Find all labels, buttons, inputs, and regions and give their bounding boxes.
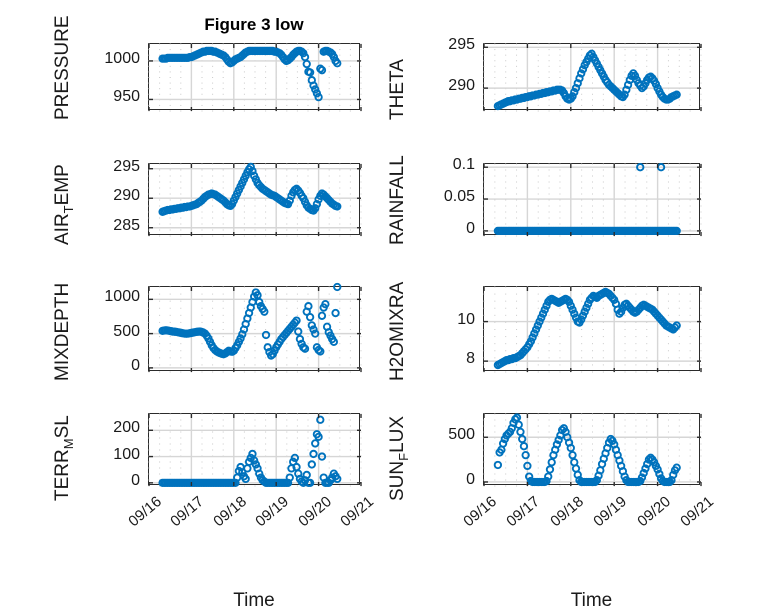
y-axis-label-h2omixra: H2OMIXRA — [387, 281, 408, 381]
plot-panel-pressure — [148, 43, 362, 112]
plot-panel-h2omixra — [483, 286, 702, 373]
x-tick-label-sun_flux-1: 09/17 — [503, 493, 544, 531]
x-tick-marks — [148, 414, 362, 486]
y-tick-label-mixdepth-0: 0 — [131, 356, 140, 374]
y-axis-label-sun_flux: SUNFLUX — [387, 415, 411, 501]
y-tick-label-h2omixra-1: 10 — [457, 310, 475, 328]
data-series-sun_flux — [493, 413, 681, 487]
plot-panel-sun_flux — [483, 413, 702, 487]
plot-panel-air_temp — [148, 162, 362, 237]
y-tick-label-sun_flux-0: 0 — [466, 470, 475, 488]
plot-area-sun_flux — [483, 413, 702, 487]
figure-canvas: 950 1000 PRESSURE Figure 3 low 290 295 THETA 28… — [52, 15, 717, 611]
data-series-mixdepth — [158, 282, 342, 360]
y-axis-label-mixdepth: MIXDEPTH — [52, 282, 73, 381]
y-axis-label-air_temp: AIRTEMP — [52, 164, 76, 245]
y-tick-label-rainfall-2: 0.1 — [452, 156, 475, 174]
y-axis-label-theta: THETA — [387, 59, 408, 120]
y-tick-label-rainfall-1: 0.05 — [443, 188, 475, 206]
y-tick-label-theta-1: 295 — [448, 36, 475, 54]
plot-area-terr_msl — [148, 413, 362, 488]
x-tick-marks — [483, 287, 702, 372]
x-axis-label-sun_flux: Time — [570, 590, 613, 611]
plot-area-h2omixra — [483, 286, 702, 373]
y-tick-label-mixdepth-1: 500 — [113, 322, 140, 340]
plot-area-theta — [483, 43, 702, 112]
y-axis-label-pressure: PRESSURE — [52, 15, 73, 120]
x-tick-marks — [483, 164, 702, 236]
y-tick-label-air_temp-1: 290 — [113, 187, 140, 205]
y-tick-label-pressure-1: 1000 — [104, 49, 140, 67]
plot-area-air_temp — [148, 162, 362, 237]
plot-panel-rainfall — [483, 163, 702, 237]
y-tick-label-air_temp-0: 285 — [113, 216, 140, 234]
y-tick-label-sun_flux-1: 500 — [448, 426, 475, 444]
plot-area-pressure — [148, 43, 362, 112]
x-axis-label-terr_msl: Time — [233, 590, 275, 611]
y-tick-label-terr_msl-1: 100 — [113, 445, 140, 463]
x-tick-marks — [483, 44, 702, 111]
data-series-theta — [493, 49, 681, 111]
y-axis-label-rainfall: RAINFALL — [387, 155, 408, 245]
y-tick-label-terr_msl-0: 0 — [131, 471, 140, 489]
plot-panel-mixdepth — [148, 282, 362, 373]
y-tick-label-h2omixra-0: 8 — [466, 350, 475, 368]
data-series-pressure — [158, 46, 342, 102]
y-tick-label-air_temp-2: 295 — [113, 157, 140, 175]
y-tick-label-pressure-0: 950 — [113, 88, 140, 106]
y-tick-label-mixdepth-2: 1000 — [104, 288, 140, 306]
x-tick-marks — [483, 414, 702, 486]
minor-grid — [483, 163, 702, 237]
y-axis-label-terr_msl: TERRMSL — [52, 415, 76, 501]
x-tick-marks — [148, 44, 362, 111]
plot-panel-theta — [483, 43, 702, 112]
figure-title: Figure 3 low — [204, 15, 304, 34]
y-tick-label-theta-0: 290 — [448, 77, 475, 95]
data-series-rainfall — [493, 163, 681, 236]
plot-panel-terr_msl — [148, 413, 362, 488]
x-tick-marks — [148, 287, 362, 372]
data-series-h2omixra — [493, 287, 681, 370]
y-tick-label-rainfall-0: 0 — [466, 219, 475, 237]
plot-area-mixdepth — [148, 282, 362, 373]
data-series-air_temp — [158, 162, 342, 216]
y-tick-label-terr_msl-2: 200 — [113, 419, 140, 437]
plot-area-rainfall — [483, 163, 702, 237]
data-series-terr_msl — [158, 415, 342, 488]
x-tick-marks — [148, 164, 362, 236]
